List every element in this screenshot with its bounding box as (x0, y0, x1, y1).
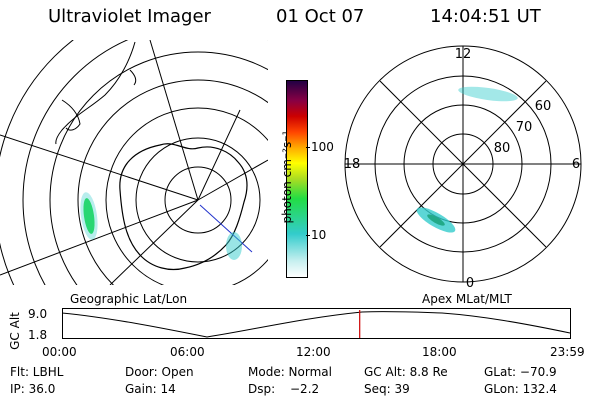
glat-info: GLat: −70.9 (484, 365, 557, 379)
south-america-coastline (55, 41, 136, 145)
aurora-core (427, 214, 445, 226)
polar-plot-caption: Apex MLat/MLT (422, 292, 512, 306)
lat-circle (49, 51, 268, 285)
mlt-label-18: 18 (344, 157, 361, 172)
colorbar-tick-100: 100 (311, 140, 334, 154)
altitude-ytick-high: 9.0 (28, 307, 48, 321)
mlt-label-0: 0 (466, 276, 474, 289)
meridian (197, 159, 268, 201)
lat-circle (135, 137, 261, 263)
aurora-patch (226, 232, 242, 260)
altitude-xtick: 06:00 (170, 345, 205, 359)
altitude-xtick: 00:00 (42, 345, 77, 359)
altitude-xtick: 18:00 (422, 345, 457, 359)
door-info: Door: Open (125, 365, 194, 379)
mlat-label-80: 80 (494, 141, 511, 156)
antarctica-coastline (119, 143, 248, 271)
peninsula-coastline (61, 99, 81, 131)
mode-info: Mode: Normal (248, 365, 332, 379)
mlt-label-6: 6 (572, 157, 580, 172)
mlt-label-12: 12 (455, 47, 472, 62)
meridian (0, 199, 199, 276)
aurora-patch (83, 198, 95, 234)
time-label: 14:04:51 UT (430, 6, 541, 27)
meridian (197, 109, 241, 201)
colorbar (286, 80, 308, 278)
track-line (199, 204, 253, 253)
altitude-xtick: 23:59 (550, 345, 585, 359)
meridian (0, 134, 199, 201)
geographic-map (0, 40, 268, 285)
colorbar-tick-mark (306, 235, 310, 236)
altitude-xtick: 12:00 (296, 345, 331, 359)
aurora-halo (80, 192, 98, 240)
altitude-chart (62, 308, 571, 339)
lat-circle (22, 40, 268, 285)
altitude-chart-frame (62, 308, 571, 339)
glon-info: GLon: 132.4 (484, 382, 557, 396)
altitude-ytick-low: 1.8 (28, 328, 48, 342)
colorbar-tick-10: 10 (311, 228, 327, 242)
meridian (149, 40, 199, 201)
dsp-label: Dsp: (248, 382, 276, 396)
aurora-oval-dayside (458, 86, 518, 102)
dsp-value: −2.2 (290, 382, 320, 396)
lat-circle (164, 166, 232, 234)
colorbar-tick-mark (306, 147, 310, 148)
filter-info: Flt: LBHL (10, 365, 64, 379)
gc-alt-info: GC Alt: 8.8 Re (364, 365, 448, 379)
lat-circle (77, 79, 268, 285)
mlat-label-70: 70 (516, 120, 533, 135)
geo-map-caption: Geographic Lat/Lon (70, 292, 188, 306)
date-label: 01 Oct 07 (276, 6, 365, 27)
ip-info: IP: 36.0 (10, 382, 56, 396)
altitude-ylabel: GC Alt (8, 312, 22, 350)
gain-info: Gain: 14 (125, 382, 176, 396)
instrument-title: Ultraviolet Imager (48, 6, 211, 27)
polar-plot: 12 18 6 0 60 70 80 (344, 45, 582, 289)
seq-info: Seq: 39 (364, 382, 410, 396)
title-bar: Ultraviolet Imager 01 Oct 07 14:04:51 UT (0, 6, 600, 30)
altitude-curve (62, 311, 571, 338)
lat-circle (105, 107, 268, 285)
mlat-label-60: 60 (535, 99, 552, 114)
island-coastline (129, 69, 137, 86)
colorbar-unit-label: photon cm⁻²s⁻¹ (280, 130, 294, 224)
meridian (109, 199, 199, 285)
polar-diagonal (379, 80, 547, 248)
